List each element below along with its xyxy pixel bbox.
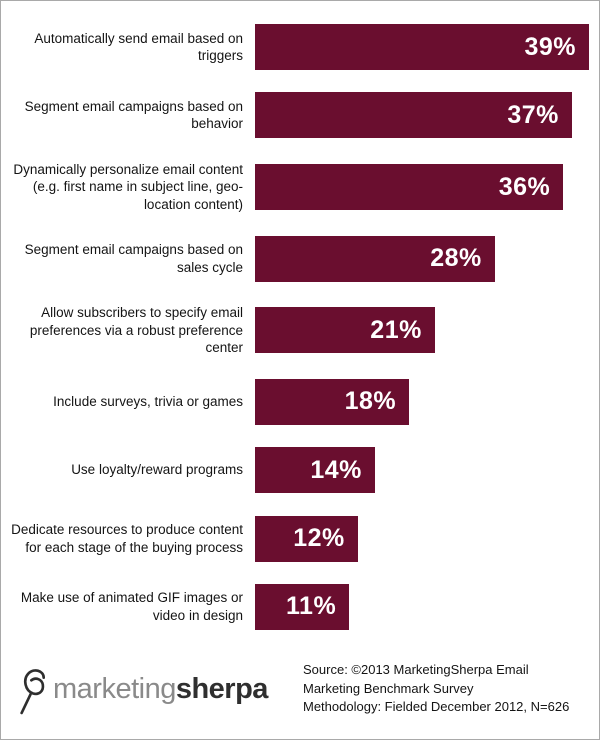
bar: 39% [255,24,589,71]
bar: 28% [255,235,495,282]
bar-value: 12% [293,524,345,552]
bar-track: 18% [255,378,589,425]
bar-track: 21% [255,307,589,354]
bar-track: 28% [255,235,589,282]
bar: 21% [255,307,435,354]
logo-text-marketing: marketing [53,672,176,705]
bar-track: 12% [255,515,589,562]
source-text: Source: ©2013 MarketingSherpa Email Mark… [297,661,569,718]
source-line-3: Methodology: Fielded December 2012, N=62… [303,699,570,715]
bar-track: 14% [255,447,589,494]
bar-value: 11% [286,592,337,621]
logo-text: marketingsherpa [53,673,268,706]
chart-row: Segment email campaigns based on sales c… [11,235,589,282]
bar: 11% [255,583,350,630]
bar: 18% [255,378,410,425]
bar-label: Allow subscribers to specify email prefe… [29,304,243,356]
bar-track: 11% [255,583,589,630]
bar-value: 36% [498,172,551,201]
bar: 36% [255,164,564,211]
chart-row: Dedicate resources to produce content fo… [11,515,589,562]
bar: 12% [255,515,358,562]
bar-label: Dynamically personalize email content (e… [13,161,243,212]
bar-value: 18% [344,387,397,416]
chart-row: Include surveys, trivia or games 18% [11,378,589,425]
chart-row: Allow subscribers to specify email prefe… [11,304,589,357]
chart-row: Automatically send email based on trigge… [11,24,589,71]
quill-swirl-icon [19,664,49,721]
bar-value: 14% [310,455,362,484]
chart-row: Use loyalty/reward programs 14% [11,447,589,494]
bar-value: 39% [524,32,576,61]
bar-track: 36% [255,164,589,211]
bar-label: Include surveys, trivia or games [53,394,243,410]
source-line-2: Marketing Benchmark Survey [303,680,474,696]
bar-label: Automatically send email based on trigge… [34,30,243,64]
chart-row: Segment email campaigns based on behavio… [11,92,589,139]
bar-label: Make use of animated GIF images or video… [20,590,243,623]
bar-label: Segment email campaigns based on behavio… [24,98,243,132]
source-line-1: Source: ©2013 MarketingSherpa Email [303,661,529,677]
bar: 37% [255,92,572,139]
bar-chart: Automatically send email based on trigge… [11,11,589,645]
bar-track: 37% [255,92,589,139]
chart-row: Dynamically personalize email content (e… [11,161,589,214]
bar-track: 39% [255,24,589,71]
footer: marketingsherpa Source: ©2013 MarketingS… [11,645,589,731]
bar-value: 28% [430,244,482,273]
bar-label: Use loyalty/reward programs [71,462,243,478]
bar: 14% [255,447,375,494]
bar-value: 37% [507,100,559,129]
marketingsherpa-logo: marketingsherpa [19,658,297,721]
bar-value: 21% [370,315,422,344]
chart-row: Make use of animated GIF images or video… [11,583,589,630]
bar-label: Dedicate resources to produce content fo… [11,521,243,555]
bar-label: Segment email campaigns based on sales c… [24,242,243,275]
logo-text-sherpa: sherpa [175,672,269,705]
